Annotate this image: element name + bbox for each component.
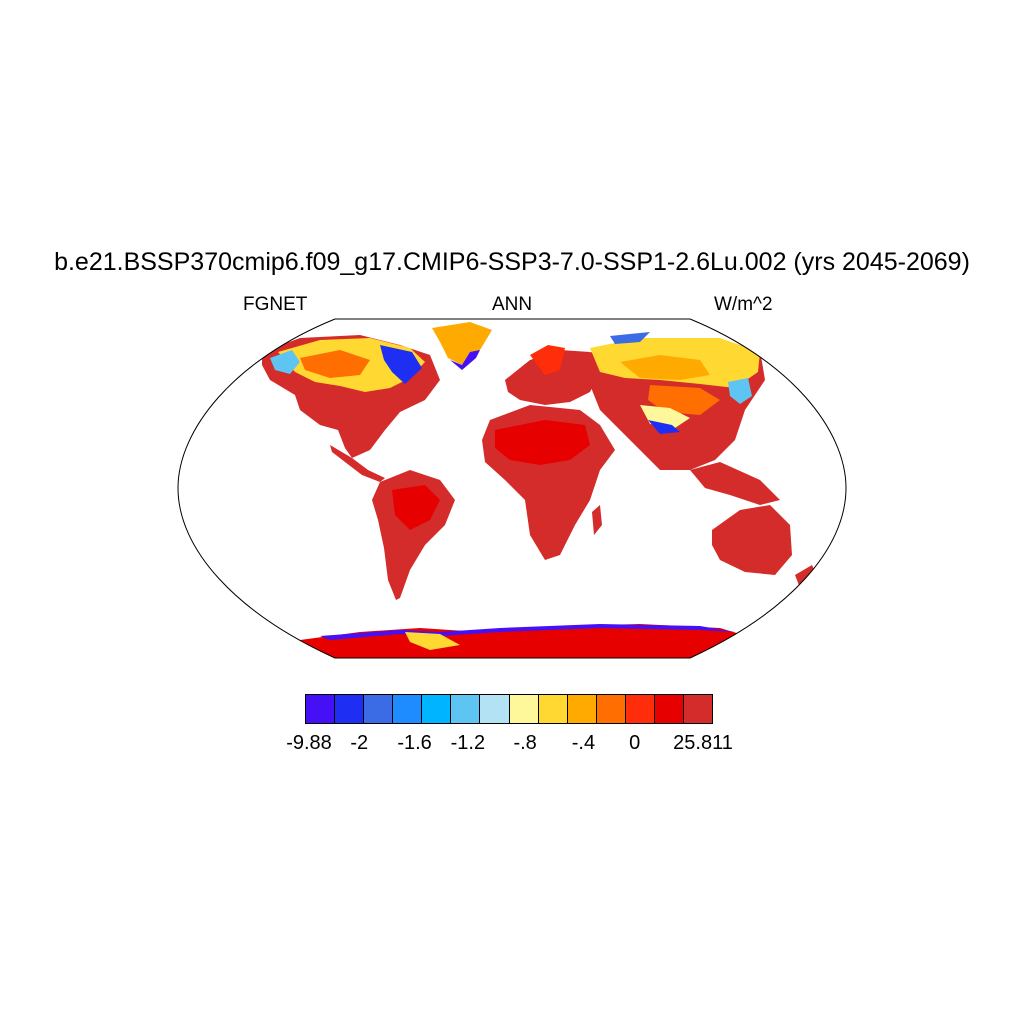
colorbar-box <box>567 695 597 723</box>
colorbar-box <box>654 695 685 723</box>
colorbar-tick-label: -1.2 <box>450 732 486 754</box>
far-east-blue <box>728 378 752 404</box>
colorbar-box <box>306 695 336 723</box>
colorbar <box>305 694 713 724</box>
land-field <box>262 322 818 658</box>
chart-title: b.e21.BSSP370cmip6.f09_g17.CMIP6-SSP3-7.… <box>54 248 970 276</box>
colorbar-box <box>625 695 655 723</box>
colorbar-box <box>364 695 394 723</box>
south-america-core <box>392 485 440 530</box>
colorbar-tick-label: 25.811 <box>673 732 733 754</box>
antarctica-coast-blue <box>320 624 735 640</box>
map-border <box>177 318 847 659</box>
colorbar-box <box>422 695 452 723</box>
colorbar-box <box>596 695 626 723</box>
greenland <box>432 322 492 365</box>
alaska-blue <box>270 350 300 374</box>
colorbar-box <box>335 695 365 723</box>
units-label: W/m^2 <box>714 294 773 315</box>
colorbar-box <box>451 695 481 723</box>
colorbar-tick-label: -.4 <box>571 732 596 754</box>
southeast-asia <box>690 462 780 505</box>
scandinavia <box>530 345 565 375</box>
central-america <box>330 445 385 482</box>
greenland-edge <box>450 350 480 370</box>
colorbar-box <box>684 695 713 723</box>
colorbar-box <box>393 695 423 723</box>
season-label: ANN <box>491 294 533 315</box>
variable-label: FGNET <box>243 294 308 315</box>
colorbar-tick-label: -9.88 <box>286 732 332 754</box>
colorbar-box <box>509 695 539 723</box>
colorbar-box <box>538 695 568 723</box>
colorbar-tick-label: -2 <box>350 732 369 754</box>
colorbar-tick-label: 0 <box>629 732 641 754</box>
siberia-orange <box>620 355 710 380</box>
colorbar-tick-label: -1.6 <box>397 732 432 754</box>
mongolia-warm <box>648 385 720 415</box>
australia <box>712 505 792 575</box>
colorbar-box <box>480 695 510 723</box>
arctic-coast-blue <box>610 332 650 344</box>
europe <box>505 350 600 405</box>
madagascar <box>592 505 602 535</box>
canada-warm <box>300 350 370 378</box>
africa-core <box>495 420 590 465</box>
colorbar-tick-label: -.8 <box>513 732 537 754</box>
antarctic-peninsula <box>405 632 460 650</box>
canada-blue <box>380 345 422 384</box>
himalaya-blue <box>648 420 680 434</box>
